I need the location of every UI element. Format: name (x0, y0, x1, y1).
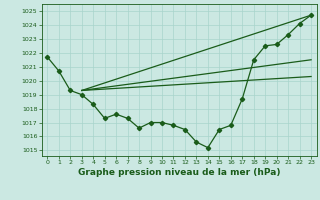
X-axis label: Graphe pression niveau de la mer (hPa): Graphe pression niveau de la mer (hPa) (78, 168, 280, 177)
